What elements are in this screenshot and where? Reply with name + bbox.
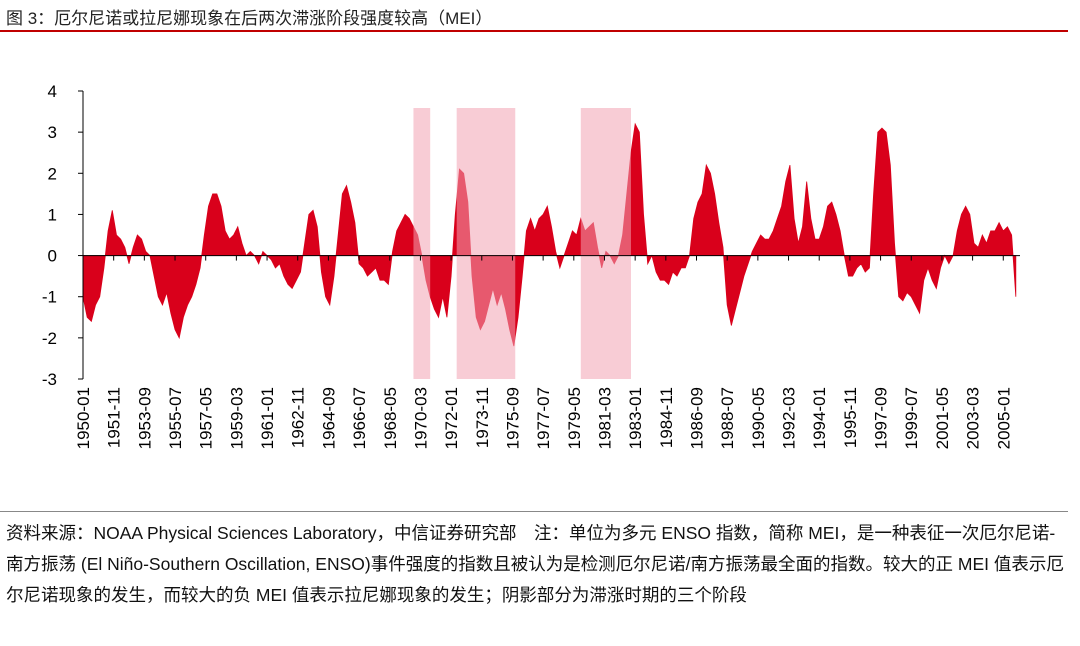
x-tick-label: 1977-07 <box>534 387 553 449</box>
x-tick-label: 1968-05 <box>381 387 400 449</box>
separator <box>0 511 1068 512</box>
x-tick-label: 1962-11 <box>289 387 308 448</box>
x-tick-label: 1975-09 <box>503 387 522 449</box>
y-tick-label: 3 <box>48 123 57 142</box>
x-tick-label: 2005-01 <box>994 387 1013 449</box>
x-tick-label: 1988-07 <box>718 387 737 449</box>
x-tick-label: 1997-09 <box>872 387 891 449</box>
x-tick-label: 1981-03 <box>595 387 614 449</box>
shaded-period <box>456 108 516 379</box>
x-tick-label: 1957-05 <box>197 387 216 449</box>
shaded-period <box>580 108 631 379</box>
x-tick-label: 1972-01 <box>442 387 461 449</box>
source-note: 资料来源：NOAA Physical Sciences Laboratory，中… <box>6 523 1064 605</box>
x-tick-label: 1979-05 <box>565 387 584 449</box>
mei-area <box>82 122 1017 347</box>
chart-title: 图 3：厄尔尼诺或拉尼娜现象在后两次滞涨阶段强度较高（MEI） <box>6 9 493 28</box>
x-tick-label: 1959-03 <box>227 387 246 449</box>
x-tick-label: 1994-01 <box>810 387 829 449</box>
y-tick-label: 0 <box>48 247 57 266</box>
x-tick-label: 1955-07 <box>166 387 185 449</box>
y-tick-label: 1 <box>48 205 57 224</box>
x-tick-label: 1970-03 <box>411 387 430 449</box>
chart: -3 -2 -1 0 1 2 3 4 1950-01 1951-11 1953-09 1955-07 1… <box>42 82 1020 449</box>
x-tick-label: 1995-11 <box>841 387 860 448</box>
title-rule <box>0 30 1068 32</box>
y-tick-label: 2 <box>48 164 57 183</box>
x-tick-label: 1951-11 <box>105 387 124 448</box>
x-tick-label: 1961-01 <box>258 387 277 449</box>
x-tick-label: 1990-05 <box>749 387 768 449</box>
x-tick-label: 1999-07 <box>902 387 921 449</box>
x-tick-label: 1973-11 <box>473 387 492 448</box>
x-tick-label: 1984-11 <box>657 387 676 448</box>
x-tick-label: 1964-09 <box>319 387 338 449</box>
x-tick-label: 2003-03 <box>964 387 983 449</box>
x-tick-label: 1953-09 <box>135 387 154 449</box>
x-tick-label: 1966-07 <box>350 387 369 449</box>
y-tick-label: -3 <box>42 370 57 389</box>
y-tick-label: 4 <box>48 82 57 101</box>
x-tick-label: 1992-03 <box>780 387 799 449</box>
x-tick-label: 2001-05 <box>933 387 952 449</box>
x-tick-label: 1950-01 <box>74 387 93 449</box>
shaded-period <box>413 108 431 379</box>
x-tick-label: 1986-09 <box>688 387 707 449</box>
y-tick-label: -2 <box>42 329 57 348</box>
y-tick-label: -1 <box>42 288 57 307</box>
x-tick-label: 1983-01 <box>626 387 645 449</box>
